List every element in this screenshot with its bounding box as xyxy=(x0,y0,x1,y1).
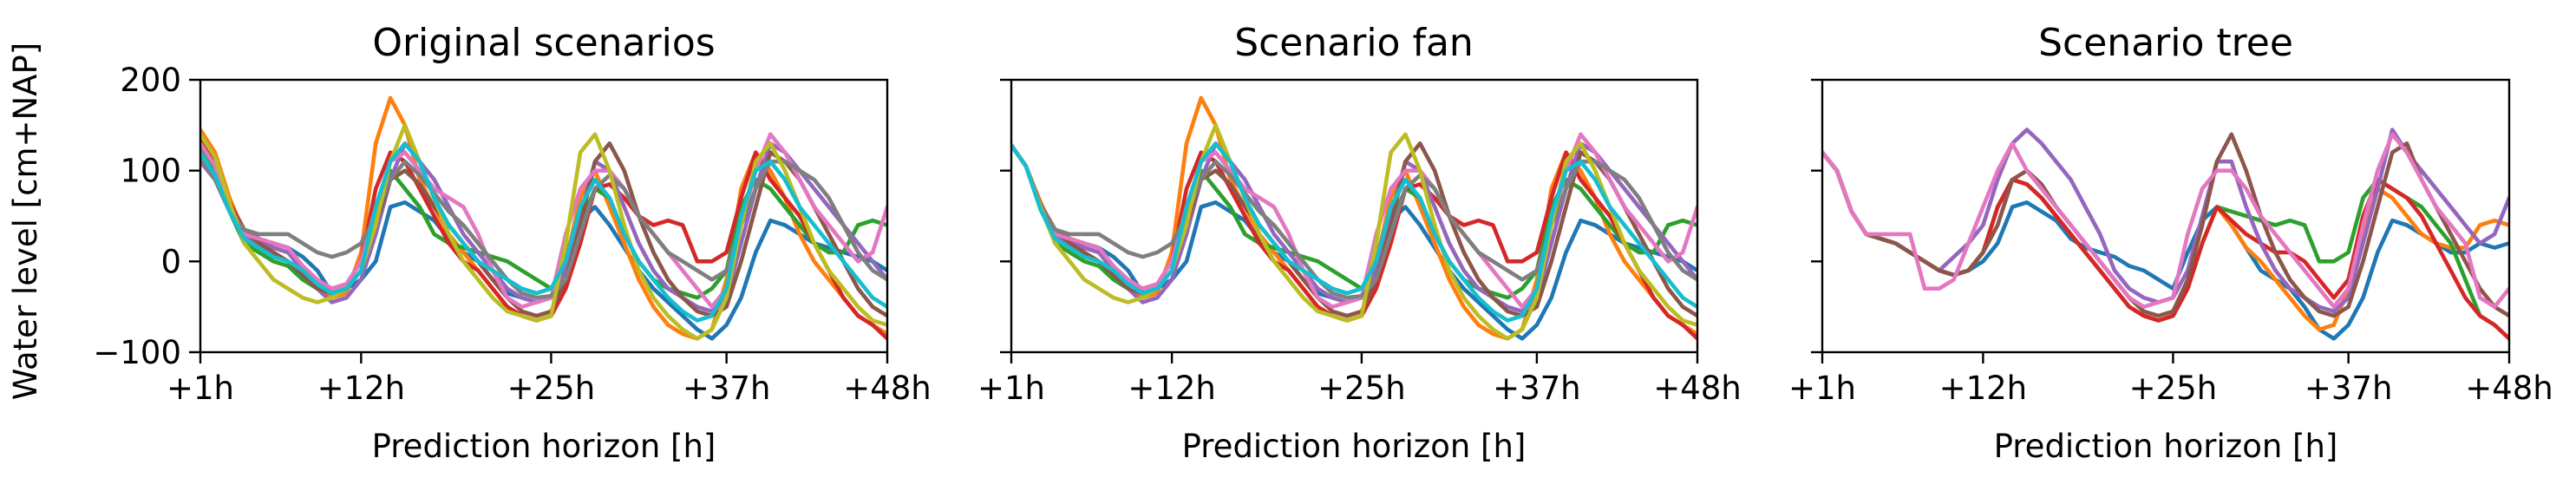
x-tick-label: +1h xyxy=(1788,370,1856,407)
y-tick-label: 100 xyxy=(120,153,181,190)
x-tick-label: +25h xyxy=(507,370,596,407)
series-line-6 xyxy=(1011,141,1697,318)
x-tick-label: +25h xyxy=(1317,370,1406,407)
series-line-10 xyxy=(1011,141,1697,323)
series-line-9 xyxy=(200,123,887,341)
x-axis-label: Prediction horizon [h] xyxy=(1994,428,2338,465)
x-tick-label: +1h xyxy=(977,370,1045,407)
x-tick-label: +12h xyxy=(1128,370,1216,407)
y-tick-label: 200 xyxy=(120,62,181,99)
series-line-2 xyxy=(1011,95,1697,341)
chart-title: Original scenarios xyxy=(372,21,715,65)
series-line-6 xyxy=(1822,132,2509,318)
x-tick-label: +48h xyxy=(843,370,932,407)
series-line-4 xyxy=(1822,150,2509,341)
x-tick-label: +37h xyxy=(1493,370,1581,407)
series-line-2 xyxy=(1822,150,2509,332)
x-axis-label: Prediction horizon [h] xyxy=(372,428,716,465)
series-line-7 xyxy=(200,132,887,310)
x-tick-label: +12h xyxy=(317,370,406,407)
panel-original-scenarios: Original scenarios Prediction horizon [h… xyxy=(93,21,931,465)
series-line-1 xyxy=(1822,150,2509,341)
x-tick-label: +25h xyxy=(2129,370,2218,407)
chart-title: Scenario tree xyxy=(2038,21,2293,65)
series-line-7 xyxy=(1011,132,1697,310)
panel-scenario-tree: Scenario tree Prediction horizon [h] +1h… xyxy=(1788,21,2553,465)
x-tick-label: +12h xyxy=(1939,370,2028,407)
series-line-2 xyxy=(200,95,887,341)
plot-frame xyxy=(199,78,889,354)
series-line-9 xyxy=(1011,123,1697,341)
x-tick-label: +37h xyxy=(2305,370,2393,407)
plot-frame xyxy=(1821,78,2511,354)
x-tick-label: +48h xyxy=(2465,370,2553,407)
series-line-6 xyxy=(200,141,887,318)
x-tick-label: +37h xyxy=(683,370,771,407)
x-tick-label: +48h xyxy=(1653,370,1742,407)
chart-title: Scenario fan xyxy=(1234,21,1474,65)
x-axis-label: Prediction horizon [h] xyxy=(1182,428,1527,465)
series-line-3 xyxy=(1822,150,2509,341)
series-group xyxy=(1822,128,2509,341)
plot-frame xyxy=(1010,78,1699,354)
y-tick-label: −100 xyxy=(93,334,181,371)
series-line-7 xyxy=(1822,132,2509,310)
x-tick-label: +1h xyxy=(167,370,234,407)
panel-scenario-fan: Scenario fan Prediction horizon [h] +1h +… xyxy=(977,21,1742,465)
series-line-10 xyxy=(200,141,887,323)
series-group xyxy=(200,95,887,341)
y-tick-label: 0 xyxy=(160,243,181,280)
series-group xyxy=(1011,95,1697,341)
y-axis-label: Water level [cm+NAP] xyxy=(7,43,44,400)
